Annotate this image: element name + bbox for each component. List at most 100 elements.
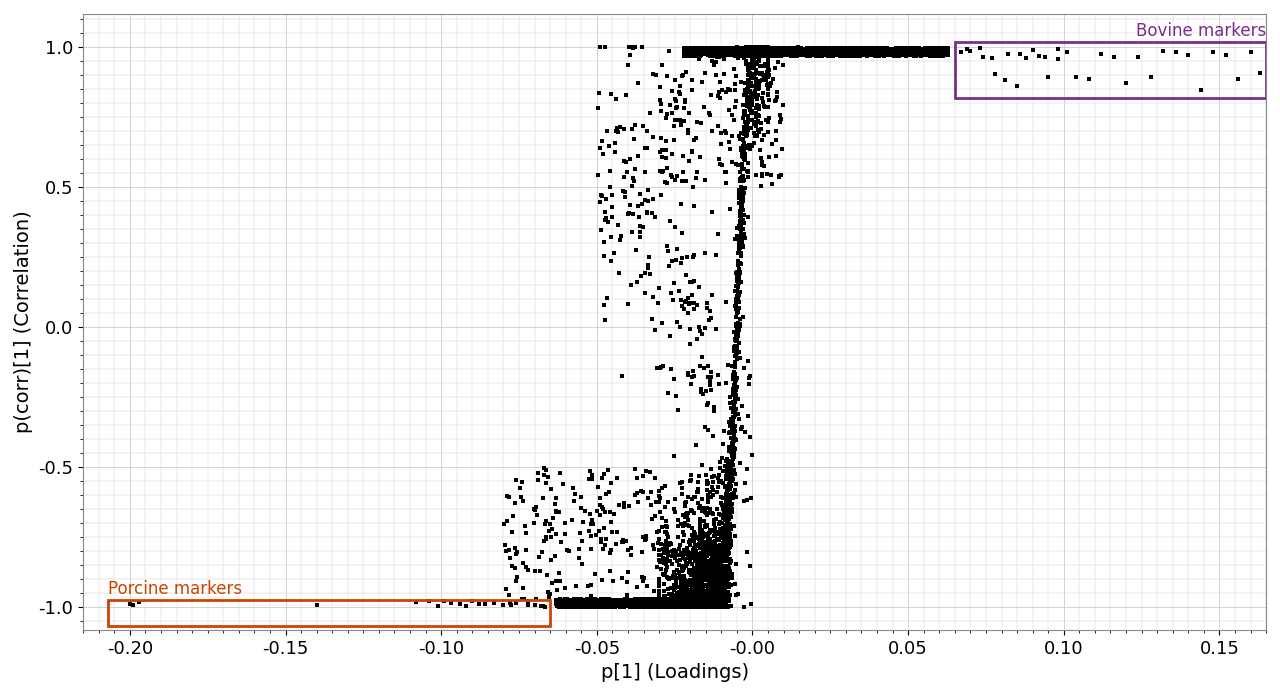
Point: [680, 47, 700, 58]
Point: [653, 595, 673, 606]
Point: [668, 602, 689, 613]
Point: [613, 596, 634, 608]
Point: [716, 491, 736, 502]
Point: [727, 46, 748, 57]
Point: [864, 46, 884, 57]
Point: [744, 118, 764, 129]
Point: [732, 217, 753, 228]
Point: [742, 43, 763, 54]
Point: [630, 602, 650, 613]
Point: [668, 599, 689, 610]
Point: [660, 602, 681, 613]
Point: [687, 476, 708, 487]
Point: [1056, 46, 1076, 57]
Point: [723, 453, 744, 464]
Point: [730, 49, 750, 60]
Point: [657, 598, 677, 609]
Point: [716, 602, 736, 613]
Point: [685, 596, 705, 607]
Point: [653, 602, 673, 613]
Point: [709, 48, 730, 59]
Point: [694, 564, 714, 576]
Point: [863, 45, 883, 56]
Point: [863, 46, 883, 57]
Point: [659, 539, 680, 551]
Point: [595, 601, 616, 612]
Point: [666, 602, 686, 613]
Point: [741, 45, 762, 56]
Point: [667, 601, 687, 612]
Point: [658, 245, 678, 256]
Point: [600, 598, 621, 609]
Point: [721, 521, 741, 532]
Point: [524, 518, 544, 529]
Point: [781, 49, 801, 61]
Point: [713, 597, 733, 608]
Point: [818, 45, 838, 56]
Point: [933, 50, 954, 61]
Point: [768, 45, 788, 56]
Point: [672, 596, 692, 608]
Point: [564, 595, 585, 606]
Point: [625, 598, 645, 609]
Point: [699, 602, 719, 613]
Point: [748, 49, 768, 60]
Point: [732, 48, 753, 59]
Point: [710, 557, 731, 568]
Point: [716, 526, 736, 537]
Point: [759, 45, 780, 56]
Point: [657, 241, 677, 252]
Point: [701, 602, 722, 613]
Point: [611, 599, 631, 610]
Point: [681, 587, 701, 599]
Point: [691, 599, 712, 610]
Point: [682, 602, 703, 613]
Point: [713, 565, 733, 576]
Point: [708, 578, 728, 590]
Point: [760, 45, 781, 56]
Point: [691, 596, 712, 607]
Point: [733, 363, 754, 374]
Point: [710, 49, 731, 60]
Point: [694, 47, 714, 58]
Point: [837, 49, 858, 61]
Point: [733, 43, 754, 54]
Point: [927, 49, 947, 60]
Point: [736, 126, 756, 137]
Point: [727, 307, 748, 318]
Point: [695, 598, 716, 609]
Point: [595, 596, 616, 607]
Point: [759, 44, 780, 55]
Point: [754, 46, 774, 57]
Point: [740, 42, 760, 53]
Point: [746, 42, 767, 54]
Point: [719, 529, 740, 540]
Point: [838, 43, 859, 54]
Point: [566, 580, 586, 592]
Point: [717, 547, 737, 558]
Point: [828, 45, 849, 56]
Point: [584, 597, 604, 608]
Point: [708, 602, 728, 613]
Point: [726, 378, 746, 389]
Point: [722, 45, 742, 56]
Point: [705, 591, 726, 602]
Point: [740, 143, 760, 155]
Point: [673, 601, 694, 612]
Point: [682, 602, 703, 613]
Point: [579, 598, 599, 609]
Point: [575, 599, 595, 610]
Point: [931, 47, 951, 58]
Point: [705, 579, 726, 590]
Point: [740, 42, 760, 53]
Point: [705, 583, 726, 594]
Point: [737, 51, 758, 62]
Point: [689, 586, 709, 597]
Point: [764, 47, 785, 58]
Point: [860, 47, 881, 58]
Point: [686, 602, 707, 613]
Point: [864, 46, 884, 57]
Point: [927, 46, 947, 57]
Point: [730, 42, 750, 54]
Point: [591, 224, 612, 235]
